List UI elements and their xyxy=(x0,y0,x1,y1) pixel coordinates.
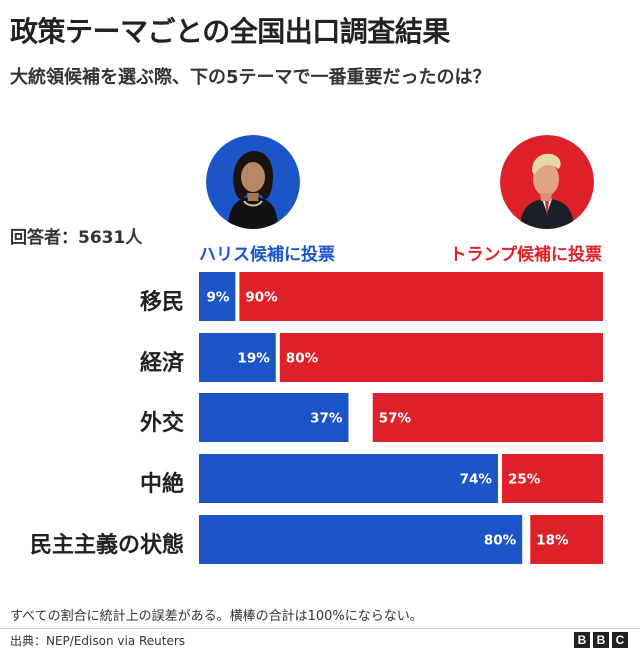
label-harris-3: 37% xyxy=(310,411,343,427)
harris-portrait xyxy=(206,135,300,229)
bar-harris-1 xyxy=(199,272,236,321)
logo-letter-1: B xyxy=(574,632,590,648)
category-label-immigration: 移民 xyxy=(139,290,184,315)
bar-harris-4 xyxy=(199,454,498,503)
label-harris-2: 19% xyxy=(237,351,270,367)
label-harris-1: 9% xyxy=(206,290,229,306)
category-label-democracy: 民主主義の状態 xyxy=(29,533,184,558)
legend-trump: トランプ候補に投票 xyxy=(449,245,603,265)
logo-letter-3: C xyxy=(612,632,628,648)
category-label-abortion: 中絶 xyxy=(139,472,184,497)
legend-harris: ハリス候補に投票 xyxy=(199,245,335,265)
trump-portrait xyxy=(500,135,594,229)
category-label-economy: 経済 xyxy=(139,351,184,376)
bar-harris-3 xyxy=(199,393,349,442)
label-trump-5: 18% xyxy=(536,533,569,549)
footer-divider xyxy=(0,628,640,629)
chart-title: 政策テーマごとの全国出口調査結果 xyxy=(10,15,450,48)
label-trump-1: 90% xyxy=(245,290,278,306)
label-harris-4: 74% xyxy=(460,472,493,488)
bar-harris-2 xyxy=(199,333,276,382)
label-trump-4: 25% xyxy=(508,472,541,488)
bar-harris-5 xyxy=(199,515,523,564)
bar-trump-3 xyxy=(372,393,603,442)
source-text: 出典：NEP/Edison via Reuters xyxy=(10,634,186,648)
label-trump-3: 57% xyxy=(379,411,412,427)
bar-trump-1 xyxy=(239,272,603,321)
respondent-count: 回答者：5631人 xyxy=(10,228,143,248)
footnote: すべての割合に統計上の誤差がある。横棒の合計は100%にならない。 xyxy=(10,609,423,624)
label-trump-2: 80% xyxy=(286,351,319,367)
bar-trump-4 xyxy=(502,454,603,503)
label-harris-5: 80% xyxy=(484,533,517,549)
bar-trump-5 xyxy=(530,515,603,564)
bbc-logo: B B C xyxy=(574,632,628,648)
logo-letter-2: B xyxy=(593,632,609,648)
bar-trump-2 xyxy=(279,333,603,382)
chart-subtitle: 大統領候補を選ぶ際、下の5テーマで一番重要だったのは？ xyxy=(10,67,491,88)
category-label-foreign-policy: 外交 xyxy=(139,411,184,436)
